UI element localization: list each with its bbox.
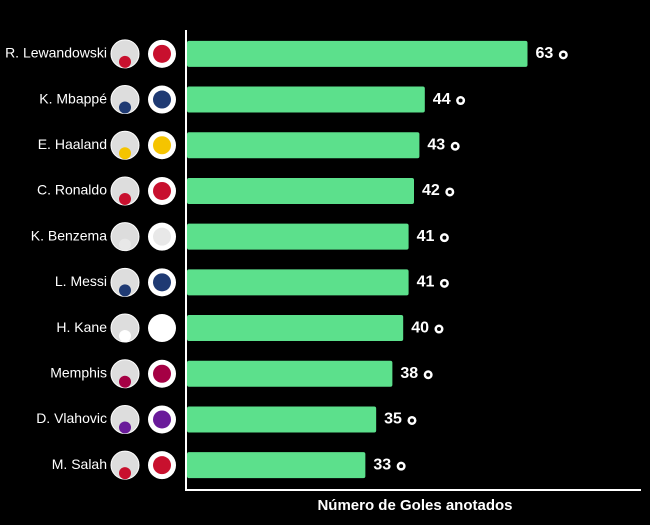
value-label: 40 bbox=[411, 319, 429, 336]
bar bbox=[187, 40, 528, 67]
ball-icon-spot bbox=[442, 235, 447, 240]
ball-icon-spot bbox=[453, 144, 458, 149]
bar bbox=[187, 452, 366, 479]
bar bbox=[187, 406, 377, 433]
club-logo-inner bbox=[153, 456, 171, 475]
bar bbox=[187, 360, 393, 387]
y-tick-label: E. Haaland bbox=[38, 136, 107, 152]
y-tick-label: L. Messi bbox=[55, 273, 107, 289]
club-logo-inner bbox=[153, 44, 171, 63]
y-tick-label: R. Lewandowski bbox=[5, 45, 107, 61]
y-tick-label: Memphis bbox=[50, 364, 107, 380]
ball-icon-spot bbox=[442, 281, 447, 286]
value-label: 43 bbox=[427, 136, 445, 153]
ball-icon-spot bbox=[399, 464, 404, 469]
bar bbox=[187, 223, 409, 250]
club-logo-inner bbox=[153, 410, 171, 429]
bar bbox=[187, 177, 414, 204]
bar bbox=[187, 269, 409, 296]
y-tick-label: C. Ronaldo bbox=[37, 182, 107, 198]
ball-icon-spot bbox=[458, 98, 463, 103]
club-logo-inner bbox=[153, 319, 171, 338]
player-shirt bbox=[119, 238, 131, 251]
y-tick-label: D. Vlahovic bbox=[36, 410, 107, 426]
y-tick-label: H. Kane bbox=[56, 319, 107, 335]
club-logo-inner bbox=[153, 136, 171, 155]
ball-icon-spot bbox=[426, 372, 431, 377]
value-label: 44 bbox=[433, 91, 451, 108]
ball-icon-spot bbox=[561, 52, 566, 57]
x-axis-label: Número de Goles anotados bbox=[317, 497, 512, 514]
player-shirt bbox=[119, 330, 131, 343]
player-shirt bbox=[119, 375, 131, 388]
club-logo-inner bbox=[153, 273, 171, 292]
player-shirt bbox=[119, 101, 131, 114]
value-label: 38 bbox=[400, 365, 418, 382]
y-tick-label: K. Benzema bbox=[31, 227, 107, 243]
player-shirt bbox=[119, 192, 131, 205]
value-label: 41 bbox=[417, 274, 435, 291]
ball-icon-spot bbox=[436, 327, 441, 332]
ball-icon-spot bbox=[409, 418, 414, 423]
value-label: 41 bbox=[417, 228, 435, 245]
bar bbox=[187, 132, 420, 159]
bar bbox=[187, 86, 425, 113]
ball-icon-spot bbox=[447, 189, 452, 194]
value-label: 42 bbox=[422, 182, 440, 199]
club-logo-inner bbox=[153, 364, 171, 383]
value-label: 63 bbox=[536, 45, 554, 62]
y-tick-label: M. Salah bbox=[52, 456, 107, 472]
y-tick-label: K. Mbappé bbox=[39, 90, 107, 106]
player-shirt bbox=[119, 467, 131, 480]
club-logo-inner bbox=[153, 90, 171, 109]
player-shirt bbox=[119, 284, 131, 297]
player-shirt bbox=[119, 55, 131, 68]
club-logo-inner bbox=[153, 227, 171, 246]
value-label: 35 bbox=[384, 411, 402, 428]
club-logo-inner bbox=[153, 181, 171, 200]
player-shirt bbox=[119, 421, 131, 434]
player-shirt bbox=[119, 147, 131, 160]
value-label: 33 bbox=[373, 456, 391, 473]
bar bbox=[187, 315, 404, 342]
